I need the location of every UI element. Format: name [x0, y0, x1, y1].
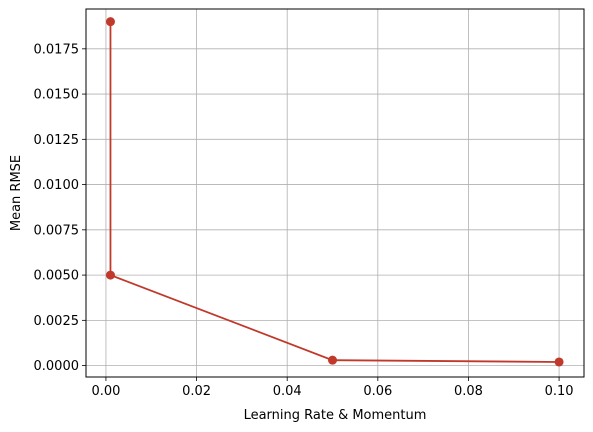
data-point — [554, 357, 564, 367]
data-point — [105, 17, 115, 27]
x-tick-label: 0.02 — [182, 384, 211, 399]
x-tick-label: 0.06 — [363, 384, 392, 399]
data-point — [328, 355, 338, 365]
x-tick-label: 0.08 — [454, 384, 483, 399]
y-tick-label: 0.0025 — [34, 314, 80, 329]
x-axis-label: Learning Rate & Momentum — [244, 408, 427, 423]
y-tick-label: 0.0000 — [34, 359, 80, 374]
grid-lines — [86, 9, 584, 377]
y-tick-label: 0.0050 — [34, 269, 80, 284]
series-line — [109, 21, 560, 363]
x-tick-label: 0.00 — [91, 384, 120, 399]
y-axis-label: Mean RMSE — [9, 155, 24, 231]
axis-ticks: 0.00 0.02 0.04 0.06 0.08 0.10 0.0000 0.0025 0.00… — [34, 42, 574, 399]
y-tick-label: 0.0075 — [34, 223, 80, 238]
y-tick-label: 0.0125 — [34, 133, 80, 148]
series-layer — [105, 17, 564, 367]
x-tick-label: 0.04 — [273, 384, 302, 399]
y-tick-label: 0.0150 — [34, 88, 80, 103]
plot-frame — [85, 8, 585, 378]
data-point — [105, 270, 115, 280]
x-tick-label: 0.10 — [545, 384, 574, 399]
y-tick-label: 0.0100 — [34, 178, 80, 193]
y-tick-label: 0.0175 — [34, 42, 80, 57]
